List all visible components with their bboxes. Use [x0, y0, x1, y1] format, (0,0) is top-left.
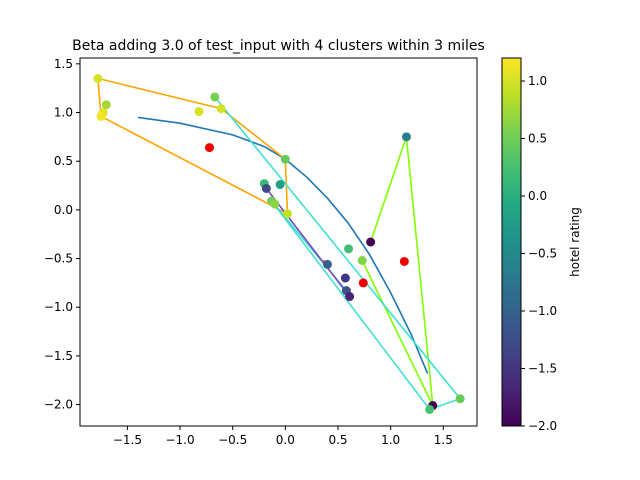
x-tick-label: −0.5 [218, 433, 247, 447]
data-point [261, 183, 271, 193]
data-point [322, 259, 332, 269]
colorbar-tick-label: 1.0 [528, 74, 547, 88]
y-tick-label: −2.0 [44, 398, 73, 412]
x-tick-label: 1.0 [381, 433, 400, 447]
x-tick-label: −1.5 [113, 433, 142, 447]
x-tick-label: 0.0 [276, 433, 295, 447]
y-tick-label: 0.0 [54, 203, 73, 217]
colorbar-tick-label: −0.5 [528, 247, 557, 261]
x-tick-label: 0.5 [328, 433, 347, 447]
data-point [344, 244, 354, 254]
data-point [280, 154, 290, 164]
data-point [366, 237, 376, 247]
highlighted-point [205, 143, 215, 153]
y-tick-label: 1.5 [54, 57, 73, 71]
colorbar-tick-label: −2.0 [528, 419, 557, 433]
cluster-outline-4 [265, 188, 351, 297]
colorbar-ticks: −2.0 −1.5 −1.0 −0.5 0.0 0.5 1.0 [521, 74, 557, 433]
data-point [425, 404, 435, 414]
cluster-outline-1 [97, 77, 289, 215]
cluster-outline-2 [361, 136, 434, 407]
data-point [194, 107, 204, 117]
data-point [93, 73, 103, 83]
data-point [401, 132, 411, 142]
data-point [455, 394, 465, 404]
colorbar-tick-label: −1.5 [528, 362, 557, 376]
data-point [210, 92, 220, 102]
y-tick-label: −1.5 [44, 349, 73, 363]
y-tick-label: 0.5 [54, 154, 73, 168]
data-point [275, 180, 285, 190]
data-point [282, 209, 292, 219]
y-tick-label: −0.5 [44, 252, 73, 266]
plot-content [93, 73, 465, 414]
colorbar-label: hotel rating [568, 207, 582, 277]
y-tick-label: −1.0 [44, 300, 73, 314]
data-point [101, 100, 111, 110]
data-point [270, 199, 280, 209]
data-point [340, 273, 350, 283]
colorbar-gradient [501, 57, 522, 427]
highlighted-point [399, 256, 409, 266]
plot-frame [79, 57, 478, 427]
y-tick-label: 1.0 [54, 106, 73, 120]
colorbar: −2.0 −1.5 −1.0 −0.5 0.0 0.5 1.0 hotel rating [501, 57, 582, 433]
data-point [357, 255, 367, 265]
colorbar-tick-label: 0.0 [528, 189, 547, 203]
colorbar-tick-label: −1.0 [528, 304, 557, 318]
chart-title: Beta adding 3.0 of test_input with 4 clu… [72, 38, 485, 54]
x-tick-label: 1.5 [434, 433, 453, 447]
data-point [216, 104, 226, 114]
data-point [345, 292, 355, 302]
x-tick-label: −1.0 [165, 433, 194, 447]
x-axis: −1.5 −1.0 −0.5 0.0 0.5 1.0 1.5 [113, 426, 453, 447]
y-axis: −2.0 −1.5 −1.0 −0.5 0.0 0.5 1.0 1.5 [44, 57, 80, 412]
highlighted-point [358, 278, 368, 288]
data-point [96, 111, 106, 121]
regression-curve [137, 116, 429, 374]
colorbar-tick-label: 0.5 [528, 132, 547, 146]
